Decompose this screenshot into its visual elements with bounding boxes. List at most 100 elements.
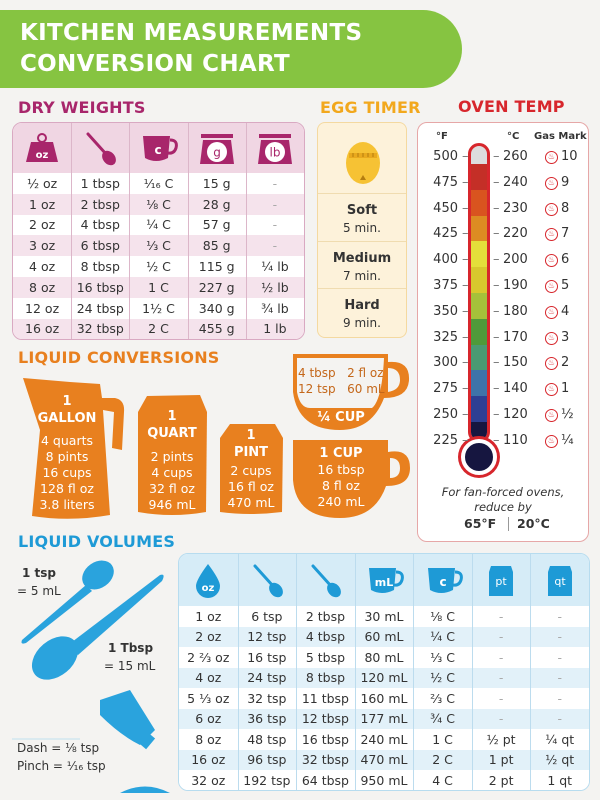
table-cell: 24 tsp: [247, 670, 287, 686]
cup-icon: c: [129, 123, 187, 173]
celsius-value: 180: [503, 303, 528, 319]
pint-line: 16 fl oz: [228, 479, 274, 494]
table-cell: 5 tbsp: [305, 649, 346, 665]
oven-temp-row: 250 – – 120 ♨ ½: [433, 407, 574, 422]
thermometer: [468, 143, 490, 443]
table-cell: -: [498, 670, 504, 686]
celsius-value: 120: [503, 407, 528, 422]
table-cell: 24 tbsp: [76, 300, 124, 316]
table-cell: -: [557, 629, 562, 645]
table-cell: 2 C: [432, 752, 453, 768]
table-cell: 1 qt: [547, 772, 573, 788]
reduce-fahrenheit: 65°F: [464, 516, 497, 531]
table-cell: 4 oz: [195, 670, 222, 686]
table-cell: ⅓ C: [430, 649, 455, 665]
gas-mark-value: 9: [561, 174, 570, 190]
quarter-cup-icon: [293, 354, 410, 430]
table-cell: ¼ C: [430, 629, 455, 645]
table-cell: 32 oz: [191, 772, 226, 788]
table-cell: 12 tbsp: [301, 711, 349, 727]
table-cell: 80 mL: [364, 649, 404, 665]
oven-temp-row: 375 – – 190 ♨ 5: [433, 278, 570, 293]
pinch-label: Pinch = ¹⁄₁₆ tsp: [17, 759, 106, 773]
gas-mark-value: ½: [561, 407, 574, 422]
table-cell: 1 C: [148, 279, 169, 295]
table-cell: ½ lb: [261, 279, 289, 295]
pint-line: 470 mL: [227, 495, 275, 510]
gram-scale-icon: g: [188, 123, 246, 173]
table-cell: ½ pt: [486, 731, 516, 747]
gas-mark-value: 6: [561, 252, 570, 268]
tsp-label: 1 tsp: [22, 566, 56, 580]
table-cell: 6 tbsp: [80, 238, 120, 254]
table-cell: 5 ⅓ oz: [187, 690, 230, 706]
table-cell: 950 mL: [360, 772, 408, 788]
gas-mark-value: 8: [561, 200, 570, 216]
table-cell: ⅔ C: [430, 690, 455, 706]
table-cell: 2 oz: [29, 217, 56, 233]
table-cell: 160 mL: [360, 690, 408, 706]
gas-mark-value: 7: [561, 226, 570, 242]
table-cell: 1 pt: [488, 752, 514, 768]
spoons-illustration: [12, 560, 170, 793]
table-cell: 2 pt: [488, 772, 514, 788]
cup-icon: [293, 440, 410, 518]
celsius-value: 170: [503, 329, 528, 345]
svg-text:c: c: [155, 143, 162, 157]
svg-text:oz: oz: [36, 150, 49, 161]
gas-mark-value: 5: [561, 278, 570, 293]
quarter-cup-label: ¼ CUP: [317, 410, 365, 425]
table-cell: 240 mL: [360, 731, 408, 747]
table-row: 1 oz 2 tbsp ⅛ C 28 g -: [13, 193, 304, 215]
thermometer-segment: [471, 215, 487, 242]
table-cell: -: [498, 690, 504, 706]
table-cell: 6 oz: [195, 711, 222, 727]
liquid-volumes-table: oz mL c pt qt 1 oz 6 tsp 2 tbsp 30 mL ⅛ C - - 2 oz 12…: [178, 553, 590, 791]
title-line-1: KITCHEN MEASUREMENTS: [20, 20, 363, 46]
flame-icon: ♨: [545, 305, 558, 319]
thermometer-segment: [471, 189, 487, 216]
pint-unit: PINT: [233, 445, 269, 460]
table-cell: 1 lb: [263, 321, 287, 337]
thermometer-segment: [471, 422, 487, 440]
pound-scale-icon: lb: [246, 123, 304, 173]
table-row: 2 oz 12 tsp 4 tbsp 60 mL ¼ C - -: [179, 626, 589, 647]
oven-temp-row: 325 – – 170 ♨ 3: [433, 329, 570, 345]
table-cell: -: [272, 238, 278, 254]
table-cell: ⅛ C: [146, 196, 171, 212]
table-cell: ¼ qt: [545, 731, 575, 747]
table-cell: 12 oz: [25, 300, 60, 316]
table-row: 4 oz 8 tbsp ½ C 115 g ¼ lb: [13, 256, 304, 277]
oz-drop-icon: oz: [179, 554, 238, 606]
oven-temp-title: OVEN TEMP: [458, 97, 565, 116]
egg-timer-title: EGG TIMER: [320, 98, 421, 117]
oven-temp-row: 350 – – 180 ♨ 4: [433, 303, 570, 319]
quart-line: 32 fl oz: [149, 481, 195, 496]
table-cell: 1 oz: [29, 196, 56, 212]
table-cell: 28 g: [202, 196, 231, 212]
fahrenheit-value: 250: [433, 407, 458, 422]
teaspoon-icon: [21, 560, 114, 644]
liquid-volumes-title: LIQUID VOLUMES: [18, 532, 176, 551]
table-cell: 4 tbsp: [305, 629, 346, 645]
table-cell: ¾ C: [430, 711, 455, 727]
egg-medium-time: 7 min.: [343, 269, 381, 283]
table-cell: 8 oz: [29, 279, 56, 295]
celsius-value: 260: [503, 149, 528, 164]
gas-mark-header: Gas Mark: [534, 131, 587, 142]
pint-qty: 1: [246, 428, 256, 443]
tablespoon-icon: [296, 554, 355, 606]
title-line-2: CONVERSION CHART: [20, 51, 290, 77]
table-cell: 115 g: [198, 259, 235, 275]
table-cell: -: [557, 649, 562, 665]
egg-soft-time: 5 min.: [343, 221, 381, 235]
celsius-value: 200: [503, 252, 528, 268]
table-cell: ¹⁄₁₆ C: [143, 175, 174, 191]
table-cell: -: [498, 711, 504, 727]
celsius-value: 240: [503, 174, 528, 190]
oven-temp-row: 450 – – 230 ♨ 8: [433, 200, 570, 216]
oven-temp-row: 500 – – 260 ♨ 10: [433, 149, 578, 164]
fahrenheit-value: 225: [433, 432, 458, 448]
table-cell: -: [557, 608, 562, 624]
svg-text:qt: qt: [554, 575, 566, 588]
